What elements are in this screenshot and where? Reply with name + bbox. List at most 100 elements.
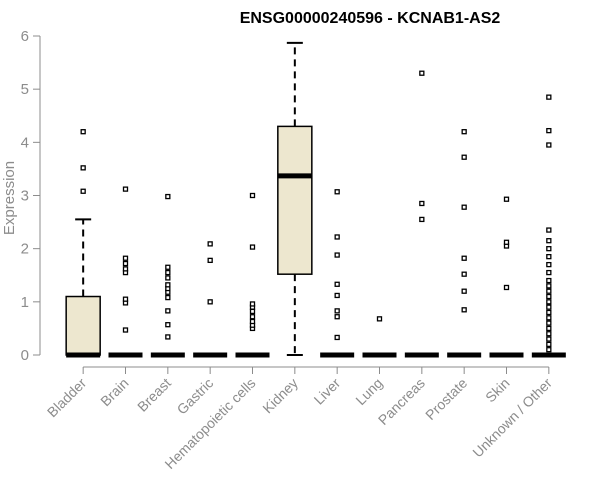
outlier-point <box>461 154 467 160</box>
outlier-point <box>546 261 552 268</box>
outlier-point <box>546 347 552 353</box>
outlier-point <box>546 331 552 337</box>
outlier-point <box>165 269 171 276</box>
outlier-point <box>461 129 467 135</box>
outlier-point <box>80 129 86 135</box>
x-tick-label: Liver <box>311 375 344 408</box>
x-tick-label: Kidney <box>259 375 301 417</box>
outlier-point <box>546 320 552 326</box>
outlier-point <box>334 281 340 287</box>
x-tick-label: Bladder <box>44 375 90 421</box>
outlier-point <box>503 239 510 245</box>
outlier-point <box>546 269 552 276</box>
outlier-point <box>419 200 425 207</box>
outlier-point <box>122 260 129 267</box>
outlier-point <box>546 315 552 321</box>
outlier-point <box>419 216 425 223</box>
boxes <box>65 41 566 358</box>
outlier-point <box>122 266 129 272</box>
outlier-point <box>376 316 383 322</box>
y-tick-label: 2 <box>21 241 29 258</box>
y-tick-label: 6 <box>21 28 29 45</box>
outlier-point <box>419 70 425 76</box>
outlier-point <box>249 308 256 315</box>
outlier-point <box>334 252 340 258</box>
outlier-point <box>334 308 340 314</box>
outlier-point <box>80 188 86 194</box>
outlier-point <box>546 341 552 348</box>
outlier-point <box>461 255 467 261</box>
box-pancreas <box>404 70 439 358</box>
outlier-point <box>165 264 171 270</box>
outlier-point <box>165 193 171 200</box>
outlier-point <box>122 327 129 333</box>
outlier-point <box>546 325 552 332</box>
box-liver <box>320 189 355 358</box>
outlier-point <box>249 192 256 199</box>
box-brain <box>108 186 143 358</box>
box-prostate <box>447 129 482 358</box>
outlier-point <box>334 314 340 320</box>
box-iqr <box>65 295 101 356</box>
x-tick-label: Prostate <box>422 375 470 423</box>
outlier-point <box>546 238 552 244</box>
outlier-point <box>122 296 129 302</box>
x-tick-label: Breast <box>134 375 174 415</box>
outlier-point <box>80 165 86 171</box>
outlier-point <box>546 293 552 300</box>
box-kidney <box>277 41 313 356</box>
box-gastric <box>193 241 228 358</box>
x-tick-label: Lung <box>352 375 385 408</box>
outlier-point <box>334 189 340 195</box>
outlier-point <box>207 257 213 264</box>
outlier-point <box>122 255 129 261</box>
outlier-point <box>546 246 552 252</box>
outlier-point <box>122 186 129 192</box>
outlier-point <box>461 288 467 294</box>
outlier-point <box>546 283 552 289</box>
outlier-point <box>546 309 552 316</box>
y-axis: 0 1 2 3 4 5 6 <box>21 28 41 364</box>
outlier-point <box>165 294 171 301</box>
y-tick-label: 1 <box>21 294 29 311</box>
outlier-point <box>461 307 467 313</box>
outlier-point <box>165 322 171 328</box>
outlier-point <box>546 299 552 305</box>
outlier-point <box>546 94 552 100</box>
y-axis-label: Expression <box>1 161 18 235</box>
box-iqr <box>277 125 313 275</box>
outlier-point <box>249 301 256 307</box>
outlier-point <box>546 142 552 148</box>
y-tick-label: 3 <box>21 188 29 205</box>
outlier-point <box>461 271 467 277</box>
x-tick-label: Pancreas <box>375 375 428 428</box>
x-tick-label: Unknown / Other <box>469 375 555 461</box>
outlier-point <box>207 299 213 305</box>
box-hematopoietic-cells <box>235 192 270 358</box>
x-tick-label: Skin <box>482 375 513 406</box>
outlier-point <box>334 234 340 240</box>
x-tick-label: Brain <box>97 375 131 409</box>
outlier-point <box>546 336 552 342</box>
y-tick-label: 5 <box>21 81 29 98</box>
outlier-point <box>165 282 171 288</box>
y-tick-label: 0 <box>21 347 29 364</box>
outlier-point <box>503 284 510 291</box>
outlier-point <box>546 127 552 134</box>
y-tick-label: 4 <box>21 134 29 151</box>
outlier-point <box>249 318 256 325</box>
box-skin <box>489 196 524 358</box>
chart-title: ENSG00000240596 - KCNAB1-AS2 <box>240 10 501 27</box>
box-lung <box>362 316 397 358</box>
outlier-point <box>503 196 510 202</box>
outlier-point <box>165 308 171 314</box>
outlier-point <box>165 334 171 340</box>
box-bladder <box>65 129 101 358</box>
box-breast <box>150 193 185 358</box>
outlier-point <box>249 314 256 320</box>
outlier-point <box>334 334 340 341</box>
box-unknown-other <box>531 94 566 358</box>
outlier-point <box>249 244 256 250</box>
